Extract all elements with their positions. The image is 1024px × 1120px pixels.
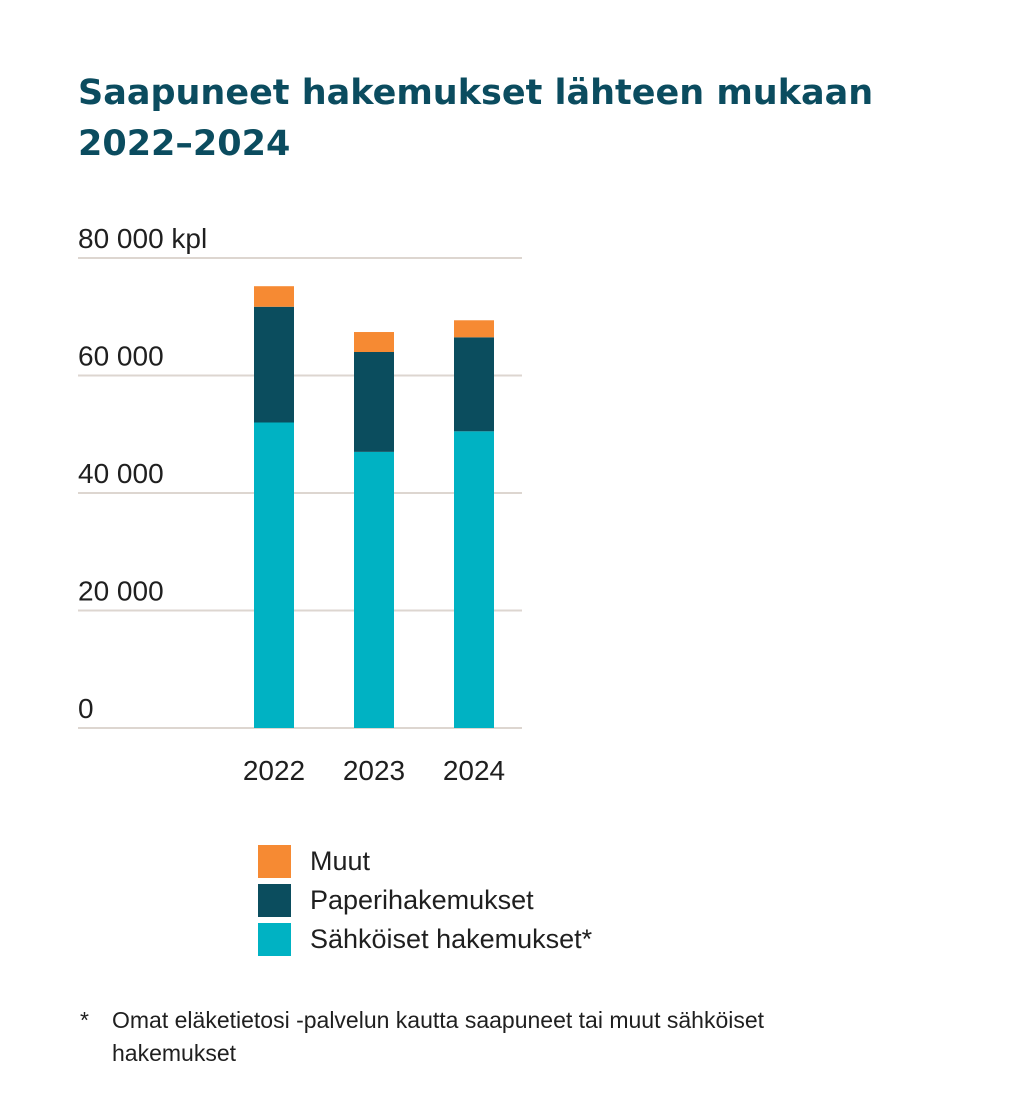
y-axis-ticks: 0 20 000 40 000 60 000 80 000 kpl (78, 223, 207, 724)
bar-2024-sahkoiset-hakemukset (454, 431, 494, 728)
legend-label-sahkoiset-hakemukset: Sähköiset hakemukset* (310, 924, 593, 954)
bar-2023-sahkoiset-hakemukset (354, 451, 394, 728)
footnote: * Omat eläketietosi -palvelun kautta saa… (80, 1004, 880, 1070)
bar-2022-paperihakemukset (254, 306, 294, 423)
legend-item-muut: Muut (258, 842, 592, 881)
y-tick-label-20000: 20 000 (78, 576, 164, 607)
bar-2024-muut (454, 320, 494, 338)
bar-2022-sahkoiset-hakemukset (254, 422, 294, 728)
legend-swatch-sahkoiset-hakemukset (258, 923, 291, 956)
gridlines (78, 257, 522, 729)
footnote-marker: * (80, 1007, 89, 1033)
y-tick-label-0: 0 (78, 693, 94, 724)
bar-2023-muut (354, 332, 394, 352)
footnote-text: Omat eläketietosi -palvelun kautta saapu… (112, 1007, 765, 1066)
x-axis-ticks: 2022 2023 2024 (243, 755, 505, 786)
legend-item-paperihakemukset: Paperihakemukset (258, 881, 592, 920)
legend-swatch-muut (258, 845, 291, 878)
chart-title-line-2: 2022–2024 (78, 124, 291, 164)
chart-title-line-1: Saapuneet hakemukset lähteen mukaan (78, 73, 874, 113)
legend-label-muut: Muut (310, 846, 371, 876)
x-tick-label-2023: 2023 (343, 755, 405, 786)
bar-2023-paperihakemukset (354, 352, 394, 452)
y-tick-label-80000: 80 000 kpl (78, 223, 207, 254)
y-tick-label-60000: 60 000 (78, 341, 164, 372)
x-tick-label-2022: 2022 (243, 755, 305, 786)
legend: Muut Paperihakemukset Sähköiset hakemuks… (258, 842, 592, 959)
legend-label-paperihakemukset: Paperihakemukset (310, 885, 534, 915)
legend-item-sahkoiset-hakemukset: Sähköiset hakemukset* (258, 920, 592, 959)
bars (254, 286, 494, 728)
bar-2022-muut (254, 286, 294, 307)
x-tick-label-2024: 2024 (443, 755, 505, 786)
chart-title: Saapuneet hakemukset lähteen mukaan 2022… (78, 68, 938, 170)
legend-swatch-paperihakemukset (258, 884, 291, 917)
y-tick-label-40000: 40 000 (78, 458, 164, 489)
bar-2024-paperihakemukset (454, 337, 494, 432)
